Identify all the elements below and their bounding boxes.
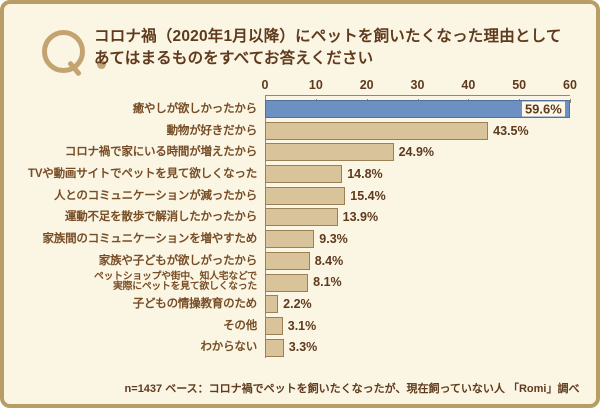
question-mark-icon <box>42 28 114 78</box>
q-dot <box>97 60 106 69</box>
bar-row: TVや動画サイトでペットを見て欲しくなった 14.8% <box>4 163 596 185</box>
category-label: 子どもの情操教育のため <box>132 298 258 310</box>
bar-row: その他 3.1% <box>4 315 596 337</box>
value-label: 59.6% <box>521 101 565 117</box>
bar-rows: 癒やしが欲しかったから 59.6% 動物が好きだから 43.5% コロナ禍で家に… <box>4 98 596 358</box>
category-label: わからない <box>200 341 258 354</box>
value-label: 13.9% <box>342 210 379 225</box>
bar <box>265 208 338 227</box>
bar <box>265 230 315 249</box>
value-label: 8.1% <box>313 275 342 290</box>
bar-row: 癒やしが欲しかったから 59.6% <box>4 98 596 120</box>
chart-title-line2: あてはまるものをすべてお答えください <box>94 50 374 67</box>
chart-title-line1: コロナ禍（2020年1月以降）にペットを飼いたくなった理由として <box>94 28 562 45</box>
value-label: 43.5% <box>493 123 529 138</box>
bar-row: わからない 3.3% <box>4 337 596 359</box>
footer-note: n=1437 ベース：コロナ禍でペットを飼いたくなったが、現在飼っていない人 「… <box>124 383 580 395</box>
value-label: 15.4% <box>350 188 386 203</box>
value-label: 24.9% <box>398 145 435 160</box>
bar <box>265 273 309 292</box>
x-axis-tick-label: 60 <box>563 78 577 92</box>
value-label: 2.2% <box>283 297 312 312</box>
bar <box>265 143 394 162</box>
bar <box>265 338 284 357</box>
bar-row: コロナ禍で家にいる時間が増えたから 24.9% <box>4 141 596 163</box>
bar <box>265 316 283 335</box>
chart-footer: n=1437 ベース：コロナ禍でペットを飼いたくなったが、現在飼っていない人 「… <box>4 379 596 397</box>
x-axis-tick-label: 30 <box>410 78 425 92</box>
x-axis-tick-label: 40 <box>461 78 476 92</box>
x-axis: 0 10 20 30 40 50 60 <box>4 78 596 104</box>
x-axis-tick-label: 50 <box>512 78 527 92</box>
x-axis-tick-label: 10 <box>308 78 323 92</box>
bar <box>265 186 346 205</box>
category-label: 運動不足を散歩で解消したかったから <box>64 211 257 224</box>
bar-row: 人とのコミュニケーションが減ったから 15.4% <box>4 185 596 207</box>
bar <box>265 121 489 140</box>
category-label: 家族や子どもが欲しがったから <box>98 254 257 267</box>
bar <box>265 295 279 314</box>
category-label: TVや動画サイトでペットを見て欲しくなった <box>28 167 257 180</box>
x-axis-line <box>265 95 570 96</box>
category-label: 人とのコミュニケーションが減ったから <box>53 189 257 202</box>
bar-row: 運動不足を散歩で解消したかったから 13.9% <box>4 206 596 228</box>
x-axis-tick-mark <box>570 99 571 103</box>
category-label: 癒やしが欲しかったから <box>132 102 258 115</box>
category-label: 動物が好きだから <box>166 124 258 137</box>
value-label: 14.8% <box>347 166 383 181</box>
bar <box>265 100 570 118</box>
bar-row: 子どもの情操教育のため 2.2% <box>4 293 596 315</box>
bar-row: 動物が好きだから 43.5% <box>4 120 596 142</box>
bar-row: ペットショップや街中、知人宅などで 実際にペットを見て欲しくなった 8.1% <box>4 271 596 294</box>
value-label: 9.3% <box>319 231 348 246</box>
category-label: その他 <box>223 319 257 332</box>
category-label: ペットショップや街中、知人宅などで 実際にペットを見て欲しくなった <box>94 271 257 293</box>
category-label: 家族間のコミュニケーションを増やすため <box>42 232 258 245</box>
x-axis-tick-label: 0 <box>261 78 269 92</box>
value-label: 3.3% <box>288 340 318 355</box>
bar <box>265 251 310 270</box>
bar <box>265 165 343 184</box>
bar-row: 家族や子どもが欲しがったから 8.4% <box>4 250 596 272</box>
bar-row: 家族間のコミュニケーションを増やすため 9.3% <box>4 228 596 250</box>
chart-title: コロナ禍（2020年1月以降）にペットを飼いたくなった理由として あてはまるもの… <box>94 26 562 70</box>
y-axis-line <box>265 95 266 358</box>
value-label: 3.1% <box>287 318 317 333</box>
x-axis-tick-label: 20 <box>359 78 374 92</box>
value-label: 8.4% <box>314 253 344 268</box>
category-label: コロナ禍で家にいる時間が増えたから <box>64 146 257 159</box>
q-circle <box>42 30 85 73</box>
